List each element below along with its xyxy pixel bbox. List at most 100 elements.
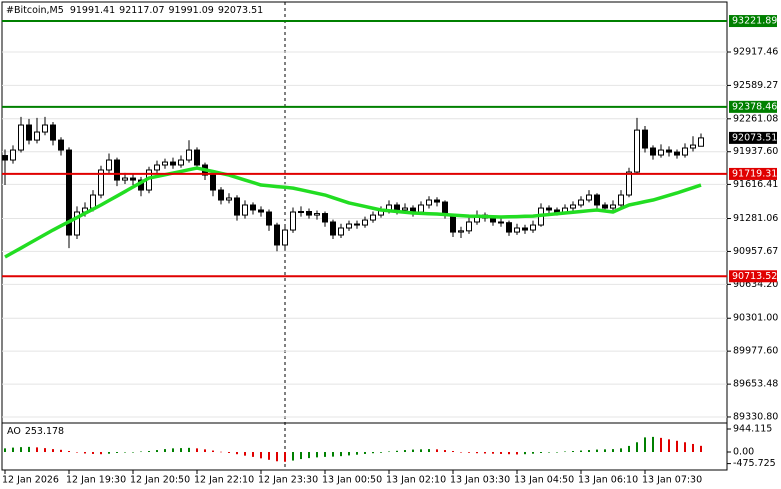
indicator-bar (556, 452, 558, 453)
indicator-bar (36, 447, 38, 453)
y-tick-label: 91616.41 (733, 179, 778, 190)
low-value: 91991.09 (169, 5, 214, 16)
indicator-bar (276, 452, 278, 462)
x-tick-label: 13 Jan 00:50 (322, 475, 382, 486)
candle-body (170, 161, 176, 166)
candle-body (354, 223, 360, 226)
indicator-bar (124, 452, 126, 453)
close-value: 92073.51 (218, 5, 263, 16)
y-tick-label: 89653.48 (733, 379, 778, 390)
x-tick-label: 12 Jan 23:30 (258, 475, 318, 486)
candle-body (26, 124, 32, 141)
indicator-bar (684, 442, 686, 453)
indicator-bar (52, 449, 54, 453)
indicator-bar (340, 452, 342, 457)
indicator-bar (628, 445, 630, 453)
y-tick-label: 90634.20 (733, 279, 778, 290)
indicator-bar (60, 449, 62, 453)
indicator-bar (116, 452, 118, 453)
candle-body (178, 159, 184, 166)
indicator-bar (188, 447, 190, 453)
indicator-label: AO 253.178 (7, 426, 64, 437)
indicator-bar (532, 452, 534, 454)
indicator-bar (308, 452, 310, 459)
indicator-bar (372, 452, 374, 454)
x-tick-label: 12 Jan 19:30 (66, 475, 126, 486)
level-label-box (729, 100, 777, 113)
x-tick-label: 13 Jan 02:10 (386, 475, 446, 486)
candle-body (634, 129, 640, 173)
indicator-bar (44, 448, 46, 453)
indicator-bar (28, 446, 30, 453)
candle-body (314, 213, 320, 216)
indicator-bar (524, 452, 526, 455)
candle-body (114, 159, 120, 181)
candle-body (626, 171, 632, 196)
candle-body (586, 194, 592, 201)
candle-body (218, 189, 224, 201)
x-tick-label: 13 Jan 06:10 (578, 475, 638, 486)
x-tick-label: 12 Jan 20:50 (130, 475, 190, 486)
indicator-bar (580, 450, 582, 453)
candle-body (10, 149, 16, 161)
candle-body (250, 204, 256, 211)
indicator-bar (148, 451, 150, 453)
indicator-bar (596, 449, 598, 453)
indicator-bar (500, 452, 502, 454)
indicator-bar (356, 452, 358, 455)
indicator-y-tick-label: 944.115 (733, 423, 772, 434)
indicator-bar (108, 452, 110, 454)
candle-body (122, 177, 128, 181)
y-tick-label: 89977.60 (733, 346, 778, 357)
indicator-bar (604, 449, 606, 453)
x-tick-label: 12 Jan 22:10 (194, 475, 254, 486)
indicator-bar (476, 452, 478, 454)
indicator-bar (212, 450, 214, 453)
x-tick-label: 12 Jan 2026 (2, 475, 59, 486)
indicator-bar (172, 448, 174, 453)
candle-body (242, 204, 248, 216)
candle-body (98, 169, 104, 196)
indicator-bar (300, 452, 302, 460)
open-value: 91991.41 (70, 5, 115, 16)
candle-body (666, 149, 672, 153)
candle-body (282, 229, 288, 246)
y-tick-label: 92261.08 (733, 113, 778, 124)
symbol: #Bitcoin,M5 (6, 5, 64, 16)
plot-frame (1, 1, 728, 471)
candle-body (458, 230, 464, 233)
indicator-name: AO (7, 426, 21, 437)
indicator-bar (508, 452, 510, 455)
candle-body (554, 209, 560, 213)
indicator-bar (68, 451, 70, 453)
indicator-bar (388, 451, 390, 453)
indicator-bar (452, 451, 454, 453)
y-tick-label: 90301.00 (733, 313, 778, 324)
candle-body (186, 149, 192, 161)
indicator-bar (396, 450, 398, 453)
candle-body (690, 144, 696, 149)
indicator-bar (348, 452, 350, 456)
indicator-bar (252, 452, 254, 457)
indicator-bar (484, 452, 486, 454)
indicator-bar (468, 452, 470, 453)
candle-body (394, 204, 400, 211)
indicator-bar (436, 449, 438, 453)
candle-body (418, 204, 424, 213)
indicator-bar (660, 437, 662, 453)
candle-body (194, 149, 200, 166)
candle-body (34, 131, 40, 141)
indicator-bar (332, 452, 334, 457)
level-label: 91719.31 (732, 168, 777, 179)
indicator-bar (676, 440, 678, 453)
indicator-bar (228, 452, 230, 453)
indicator-bar (548, 452, 550, 453)
moving-average (4, 166, 702, 259)
level-label-box (729, 167, 777, 180)
indicator-bar (364, 452, 366, 454)
candle-body (642, 129, 648, 149)
candle-body (578, 199, 584, 206)
